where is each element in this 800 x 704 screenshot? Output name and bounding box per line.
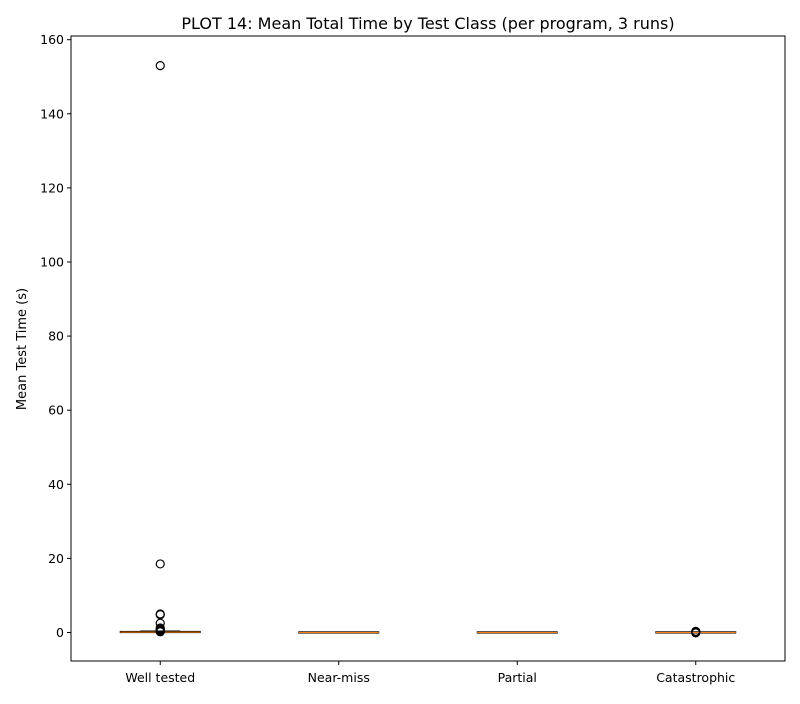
boxes-layer (119, 61, 737, 638)
y-axis-label: Mean Test Time (s) (15, 288, 30, 410)
outlier-point (155, 61, 165, 71)
x-tick-label: Catastrophic (656, 670, 735, 685)
axes-layer: 0 20 40 60 80 100 120 140 160 Well tested Near-mis… (40, 32, 735, 685)
box-group (655, 626, 737, 638)
x-tick-label: Partial (498, 670, 537, 685)
y-tick-label: 120 (40, 180, 64, 195)
y-tick-label: 0 (56, 625, 64, 640)
y-tick-label: 40 (48, 477, 64, 492)
box-group (119, 61, 201, 637)
chart-title: PLOT 14: Mean Total Time by Test Class (… (181, 14, 674, 33)
plot-frame (70, 35, 786, 662)
x-tick-label: Well tested (125, 670, 195, 685)
y-tick-label: 160 (40, 32, 64, 47)
y-tick-label: 100 (40, 254, 64, 269)
outlier-point (155, 559, 165, 569)
box-group (476, 631, 558, 634)
y-tick-label: 140 (40, 106, 64, 121)
outlier-point (155, 627, 165, 637)
y-tick-label: 60 (48, 403, 64, 418)
y-tick-label: 80 (48, 329, 64, 344)
x-tick-label: Near-miss (308, 670, 370, 685)
box-group (298, 631, 380, 634)
outlier-point (691, 628, 701, 638)
y-tick-label: 20 (48, 551, 64, 566)
